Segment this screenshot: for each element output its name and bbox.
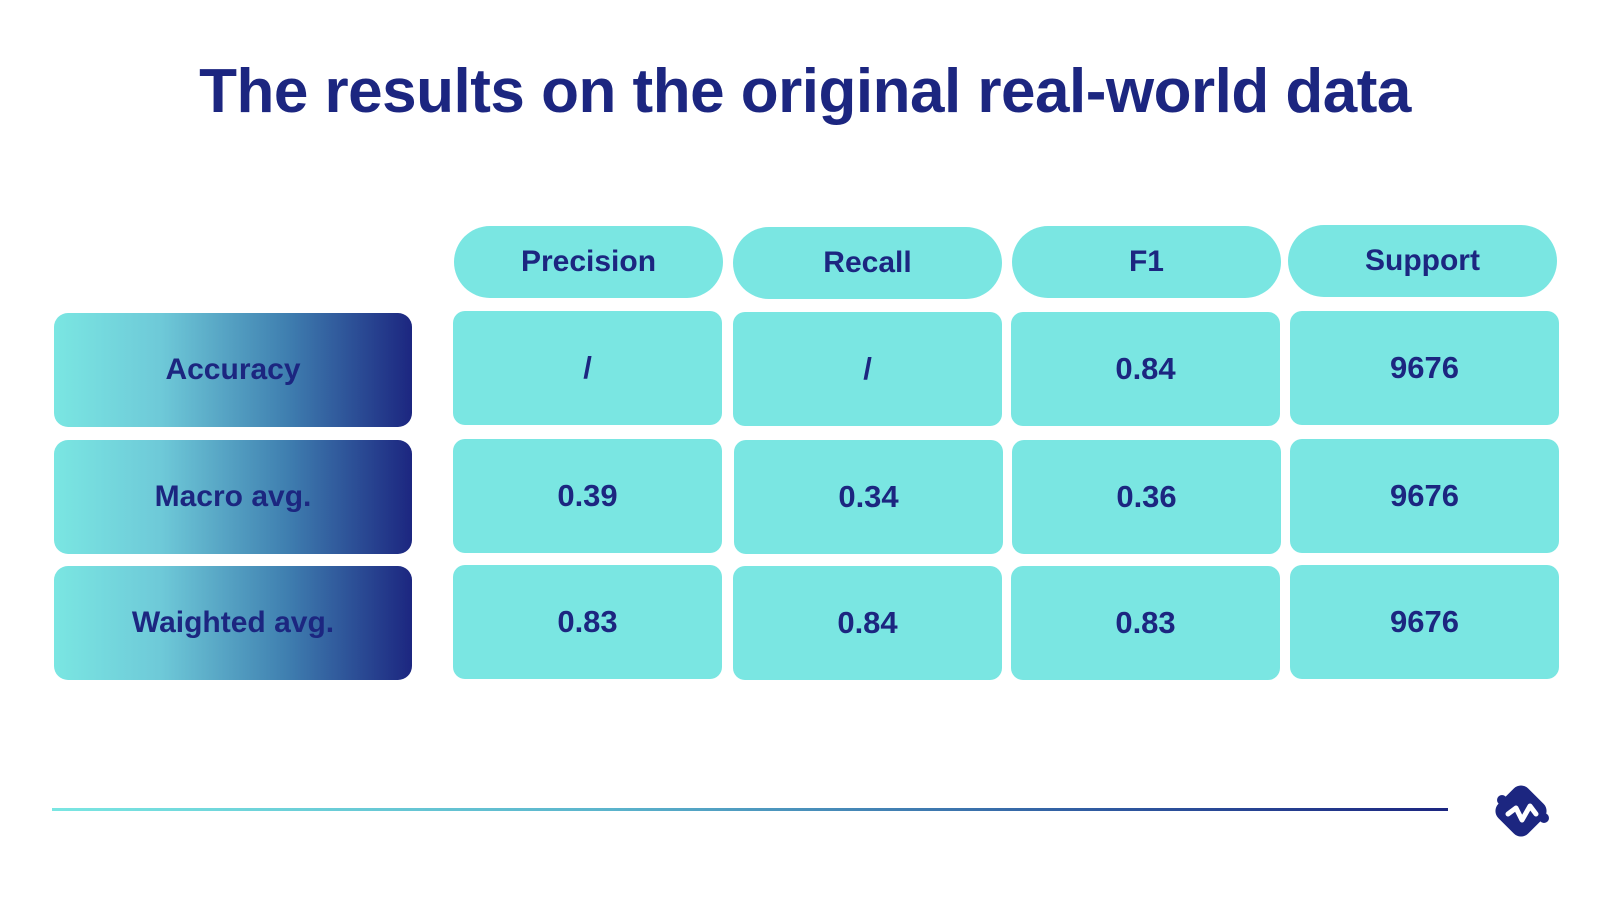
column-header-precision: Precision <box>454 226 723 298</box>
table-cell-macro-recall: 0.34 <box>734 440 1003 554</box>
row-header-weighted-avg: Waighted avg. <box>54 566 412 680</box>
column-header-f1: F1 <box>1012 226 1281 298</box>
table-cell-weighted-f1: 0.83 <box>1011 566 1280 680</box>
footer-divider <box>52 808 1448 811</box>
row-header-macro-avg: Macro avg. <box>54 440 412 554</box>
table-cell-macro-support: 9676 <box>1290 439 1559 553</box>
table-cell-weighted-recall: 0.84 <box>733 566 1002 680</box>
row-header-accuracy: Accuracy <box>54 313 412 427</box>
table-cell-accuracy-precision: / <box>453 311 722 425</box>
table-cell-macro-f1: 0.36 <box>1012 440 1281 554</box>
table-cell-weighted-precision: 0.83 <box>453 565 722 679</box>
table-cell-accuracy-support: 9676 <box>1290 311 1559 425</box>
table-cell-weighted-support: 9676 <box>1290 565 1559 679</box>
table-cell-accuracy-recall: / <box>733 312 1002 426</box>
brand-logo-icon <box>1495 785 1549 837</box>
table-cell-accuracy-f1: 0.84 <box>1011 312 1280 426</box>
slide-title: The results on the original real-world d… <box>199 57 1411 126</box>
table-cell-macro-precision: 0.39 <box>453 439 722 553</box>
column-header-recall: Recall <box>733 227 1002 299</box>
column-header-support: Support <box>1288 225 1557 297</box>
